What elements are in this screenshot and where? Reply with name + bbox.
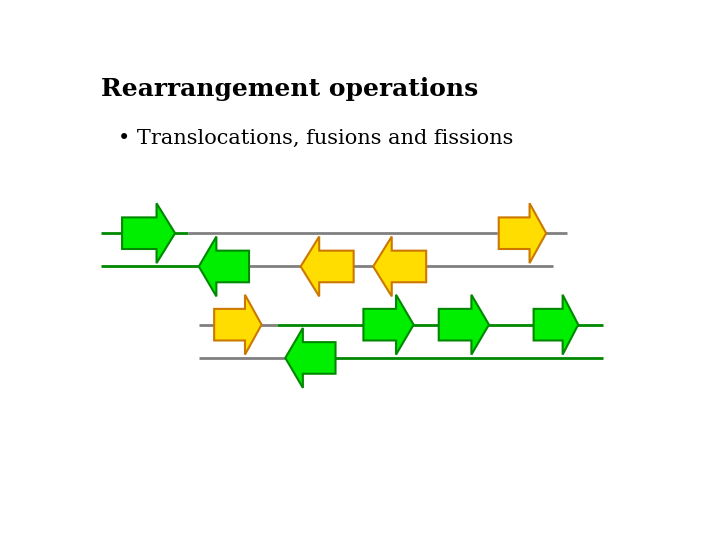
FancyArrow shape — [122, 203, 175, 263]
FancyArrow shape — [438, 295, 489, 355]
FancyArrow shape — [199, 237, 249, 296]
FancyArrow shape — [301, 237, 354, 296]
FancyArrow shape — [373, 237, 426, 296]
FancyArrow shape — [364, 295, 414, 355]
FancyArrow shape — [285, 328, 336, 388]
Text: • Translocations, fusions and fissions: • Translocations, fusions and fissions — [118, 129, 513, 149]
FancyArrow shape — [499, 203, 546, 263]
FancyArrow shape — [534, 295, 578, 355]
FancyArrow shape — [214, 295, 261, 355]
Text: Rearrangement operations: Rearrangement operations — [101, 77, 478, 102]
